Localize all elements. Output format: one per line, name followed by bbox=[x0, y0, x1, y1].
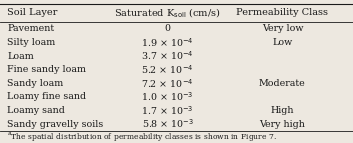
Text: Saturated K$_{\rm soil}$ (cm/s): Saturated K$_{\rm soil}$ (cm/s) bbox=[114, 6, 221, 20]
Text: 1.0 × 10$^{-3}$: 1.0 × 10$^{-3}$ bbox=[142, 91, 194, 103]
Text: Soil Layer: Soil Layer bbox=[7, 8, 58, 17]
Text: Pavement: Pavement bbox=[7, 24, 54, 33]
Text: 1.7 × 10$^{-3}$: 1.7 × 10$^{-3}$ bbox=[142, 104, 194, 117]
Text: 5.2 × 10$^{-4}$: 5.2 × 10$^{-4}$ bbox=[142, 63, 194, 76]
Text: Silty loam: Silty loam bbox=[7, 38, 55, 47]
Text: High: High bbox=[271, 106, 294, 115]
Text: Sandy loam: Sandy loam bbox=[7, 79, 63, 88]
Text: Loamy sand: Loamy sand bbox=[7, 106, 65, 115]
Text: Very high: Very high bbox=[259, 120, 305, 129]
Text: 1.9 × 10$^{-4}$: 1.9 × 10$^{-4}$ bbox=[141, 36, 194, 49]
Text: $^{a}$The spatial distribution of permeability classes is shown in Figure 7.: $^{a}$The spatial distribution of permea… bbox=[7, 130, 277, 143]
Text: Sandy gravelly soils: Sandy gravelly soils bbox=[7, 120, 103, 129]
Text: Moderate: Moderate bbox=[259, 79, 306, 88]
Text: 0: 0 bbox=[165, 24, 170, 33]
Text: Permeability Class: Permeability Class bbox=[237, 8, 328, 17]
Text: 3.7 × 10$^{-4}$: 3.7 × 10$^{-4}$ bbox=[141, 50, 194, 62]
Text: Loam: Loam bbox=[7, 52, 34, 61]
Text: Loamy fine sand: Loamy fine sand bbox=[7, 92, 86, 101]
Text: 7.2 × 10$^{-4}$: 7.2 × 10$^{-4}$ bbox=[142, 77, 194, 90]
Text: 5.8 × 10$^{-3}$: 5.8 × 10$^{-3}$ bbox=[142, 118, 194, 130]
Text: Very low: Very low bbox=[262, 24, 303, 33]
Text: Low: Low bbox=[272, 38, 293, 47]
Text: Fine sandy loam: Fine sandy loam bbox=[7, 65, 86, 74]
